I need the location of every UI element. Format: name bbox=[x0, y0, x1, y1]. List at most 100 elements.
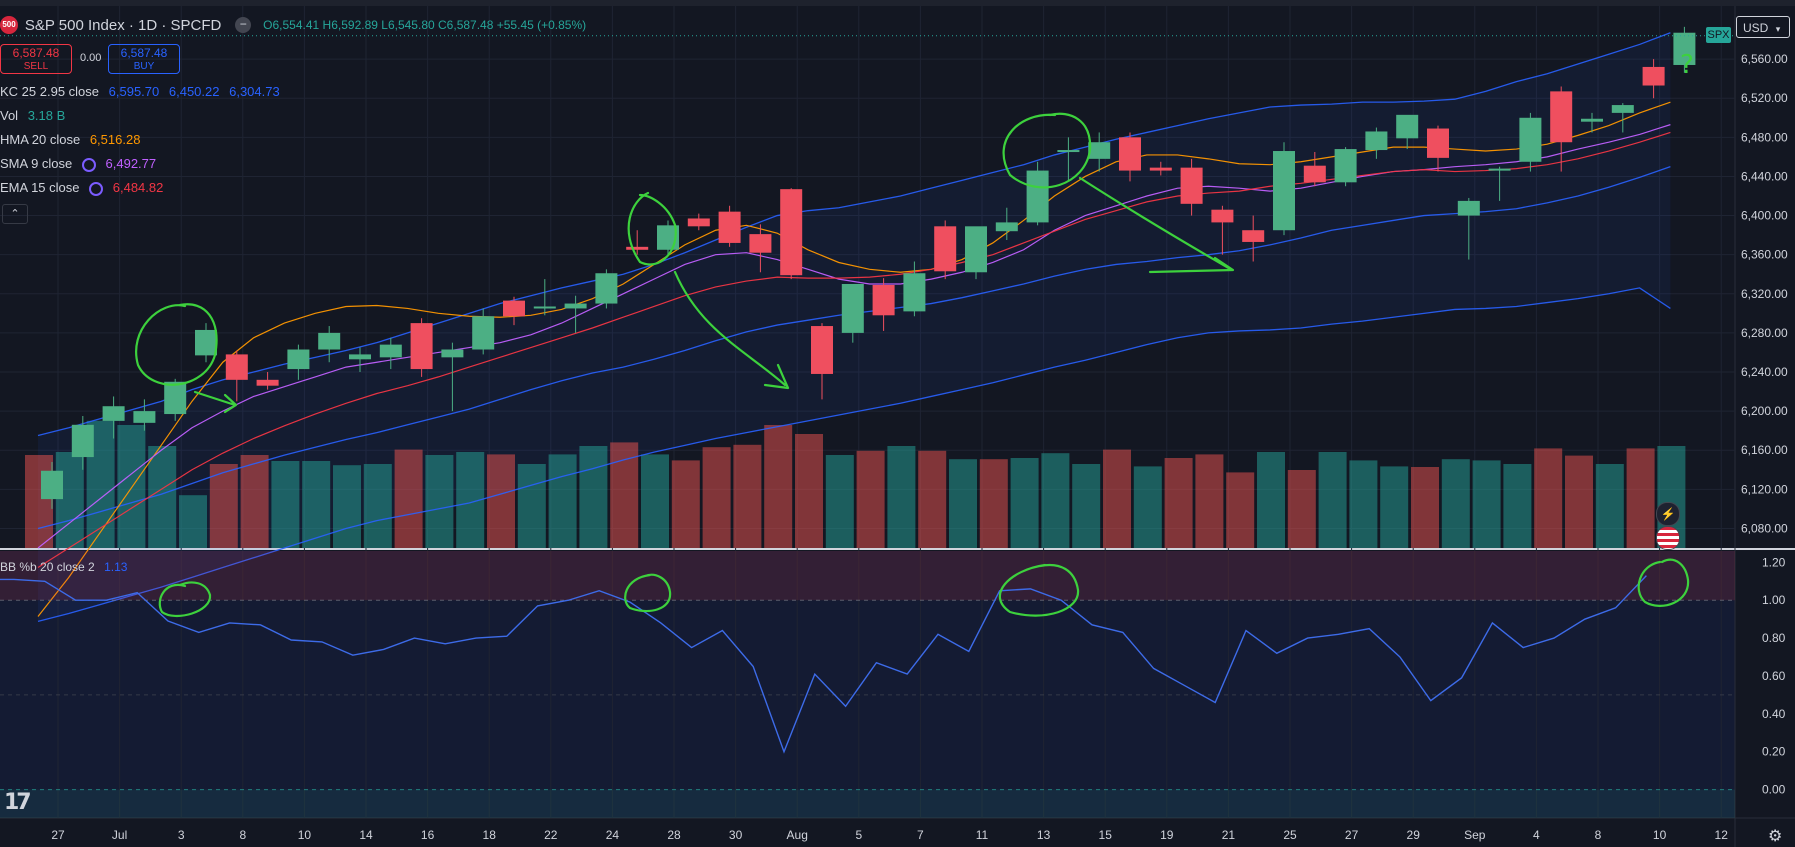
settings-gear-icon[interactable]: ⚙ bbox=[1768, 826, 1783, 845]
bb-upper-zone bbox=[0, 551, 1735, 601]
candle-body bbox=[1457, 200, 1480, 216]
annotation-arrow bbox=[1078, 176, 1235, 274]
bb-percent-b-line bbox=[0, 575, 1647, 754]
volume-bar bbox=[1411, 467, 1439, 548]
legend-sma[interactable]: SMA 9 close 6,492.77 bbox=[0, 156, 162, 172]
annotation-arrow bbox=[193, 390, 238, 414]
symbol-title[interactable]: S&P 500 Index · 1D · SPCFD bbox=[24, 16, 222, 34]
candle-body bbox=[718, 211, 741, 243]
volume-bar bbox=[1441, 459, 1470, 548]
price-tick-label: 6,280.00 bbox=[1741, 326, 1788, 340]
legend-volume-value: 3.18 B bbox=[27, 108, 66, 123]
date-tick-label: Sep bbox=[1464, 828, 1486, 842]
legend-bb-name: BB %b 20 close 2 bbox=[0, 560, 95, 574]
candle-body bbox=[533, 306, 556, 309]
volume-bar bbox=[733, 444, 762, 548]
volume-bar bbox=[671, 460, 700, 548]
volume-bar bbox=[1041, 453, 1070, 548]
volume-bar bbox=[517, 464, 546, 548]
candle-body bbox=[1303, 165, 1326, 183]
volume-bar bbox=[795, 434, 823, 548]
candle-body bbox=[564, 303, 587, 309]
legend-hma[interactable]: HMA 20 close 6,516.28 bbox=[0, 132, 146, 147]
legend-volume[interactable]: Vol 3.18 B bbox=[0, 108, 71, 123]
candle-body bbox=[164, 381, 187, 415]
overlay-line-kc-upper bbox=[37, 32, 1671, 437]
candle-body bbox=[1642, 66, 1665, 86]
legend-ema[interactable]: EMA 15 close 6,484.82 bbox=[0, 180, 169, 196]
price-tick-label: 6,480.00 bbox=[1741, 130, 1788, 144]
candle-body bbox=[1581, 118, 1603, 122]
date-tick-label: 13 bbox=[1037, 828, 1051, 842]
volume-bar bbox=[548, 454, 577, 548]
spread-value: 0.00 bbox=[80, 52, 102, 64]
sell-label: SELL bbox=[23, 61, 49, 72]
osc-tick-label: 0.20 bbox=[1762, 745, 1786, 759]
candle-body bbox=[318, 332, 341, 350]
currency-label: USD bbox=[1743, 21, 1769, 35]
candle-body bbox=[379, 344, 402, 358]
candle-body bbox=[1211, 209, 1234, 223]
candle-body bbox=[472, 316, 495, 350]
volume-bar bbox=[764, 425, 793, 548]
candle-body bbox=[1519, 117, 1542, 162]
currency-selector[interactable]: USD ▾ bbox=[1736, 16, 1790, 38]
candle-body bbox=[225, 354, 248, 380]
candle-body bbox=[749, 234, 772, 253]
candle-body bbox=[441, 349, 464, 358]
price-tick-label: 6,200.00 bbox=[1741, 404, 1788, 418]
legend-kc-name: KC 25 2.95 close bbox=[0, 84, 100, 99]
ohlc-open: O6,554.41 bbox=[263, 18, 320, 33]
candle-body bbox=[71, 424, 94, 458]
volume-bar bbox=[487, 454, 515, 548]
date-tick-label: Aug bbox=[787, 828, 808, 842]
symbol-header: 500 S&P 500 Index · 1D · SPCFD − O6,554.… bbox=[0, 16, 586, 36]
candle-body bbox=[1119, 137, 1141, 171]
volume-bar bbox=[1534, 448, 1563, 548]
candle-body bbox=[841, 284, 864, 333]
volume-bar bbox=[394, 449, 423, 548]
price-tick-label: 6,080.00 bbox=[1741, 521, 1788, 535]
osc-tick-label: 1.00 bbox=[1762, 593, 1786, 607]
overlay-line-kc-lower bbox=[37, 287, 1671, 622]
candle-body bbox=[1149, 167, 1172, 171]
price-tick-label: 6,560.00 bbox=[1741, 52, 1788, 66]
candle-body bbox=[811, 326, 833, 374]
price-tick-label: 6,120.00 bbox=[1741, 482, 1788, 496]
annotation-circle bbox=[1002, 112, 1092, 189]
candle-body bbox=[1396, 114, 1419, 139]
lightning-icon[interactable]: ⚡ bbox=[1656, 502, 1680, 526]
volume-bar bbox=[1164, 458, 1193, 548]
price-tick-label: 6,240.00 bbox=[1741, 365, 1788, 379]
candle-body bbox=[626, 246, 649, 250]
symbol-logo-icon[interactable]: 500 bbox=[0, 16, 18, 35]
sell-button[interactable]: 6,587.48 SELL bbox=[0, 44, 72, 74]
date-tick-label: 16 bbox=[421, 828, 435, 842]
candle-body bbox=[195, 329, 217, 356]
legend-kc[interactable]: KC 25 2.95 close 6,595.70 6,450.22 6,304… bbox=[0, 84, 286, 99]
volume-bar bbox=[25, 455, 53, 548]
volume-bar bbox=[240, 455, 269, 548]
osc-tick-label: 0.00 bbox=[1762, 783, 1786, 797]
legend-hma-name: HMA 20 close bbox=[0, 132, 81, 147]
osc-tick-label: 0.80 bbox=[1762, 631, 1786, 645]
candle-body bbox=[410, 323, 433, 370]
legend-sma-loading-icon bbox=[81, 157, 96, 172]
tradingview-logo-icon[interactable]: 17 bbox=[4, 790, 32, 815]
candle-body bbox=[903, 273, 926, 312]
collapse-legend-button[interactable]: ⌃ bbox=[2, 204, 28, 224]
candle-body bbox=[1088, 142, 1111, 159]
buy-price: 6,587.48 bbox=[120, 46, 168, 60]
date-tick-label: 10 bbox=[298, 828, 312, 842]
candle-body bbox=[41, 470, 63, 500]
legend-bb-percent-b[interactable]: BB %b 20 close 2 1.13 bbox=[0, 560, 133, 574]
us-flag-icon[interactable] bbox=[1656, 526, 1680, 550]
volume-bar bbox=[856, 450, 885, 548]
date-tick-label: 27 bbox=[1345, 828, 1359, 842]
annotation-circle bbox=[135, 303, 218, 386]
more-options-icon[interactable]: − bbox=[235, 17, 252, 34]
date-tick-label: Jul bbox=[112, 828, 127, 842]
buy-button[interactable]: 6,587.48 BUY bbox=[108, 44, 180, 74]
candle-body bbox=[934, 226, 957, 272]
